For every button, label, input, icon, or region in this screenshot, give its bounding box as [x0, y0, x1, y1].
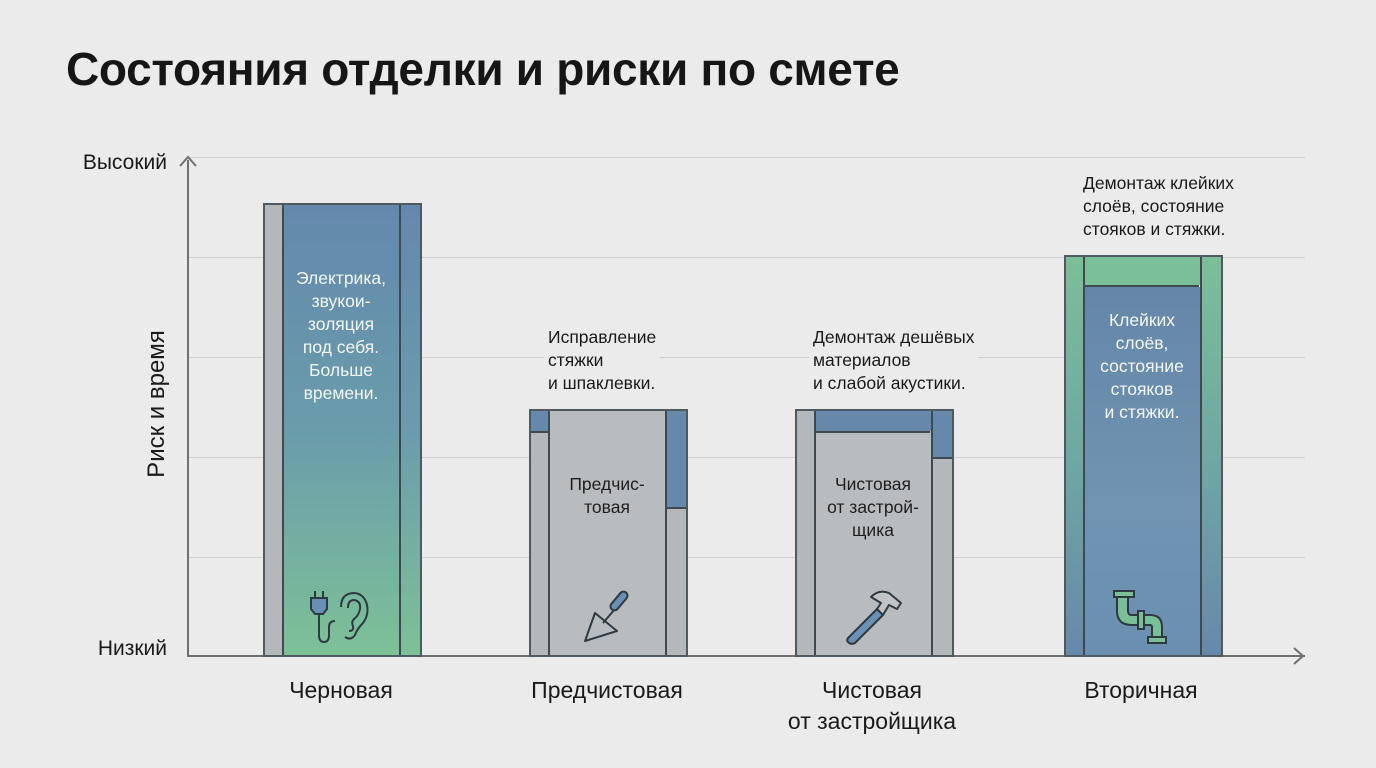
- gridline: [188, 457, 1305, 458]
- hammer-icon: [846, 590, 902, 645]
- bar-chistovaya: Чистовая от застрой- щика: [795, 409, 954, 657]
- bar-chernovaya: Электрика, звукои- золяция под себя. Бол…: [263, 203, 422, 657]
- page-title: Состояния отделки и риски по смете: [66, 43, 900, 95]
- annotation-vtorichnaya: Демонтаж клейких слоёв, состояние стояко…: [1079, 172, 1238, 241]
- category-label-vtorichnaya: Вторичная: [1084, 677, 1198, 703]
- y-axis-label: Риск и время: [143, 330, 170, 478]
- bar-inner-text: Клейких слоёв, состояние стояков и стяжк…: [1100, 310, 1184, 422]
- gridline: [188, 257, 1305, 258]
- x-axis: [187, 655, 1305, 657]
- category-label-chernovaya: Черновая: [289, 677, 393, 703]
- pipe-icon: [1113, 590, 1167, 644]
- category-label-chistovaya: Чистовая от застройщика: [787, 677, 957, 734]
- y-tick-high: Высокий: [82, 151, 167, 174]
- category-label-predchistovaya: Предчистовая: [531, 677, 683, 703]
- bar-inner-text: Чистовая от застрой- щика: [827, 474, 919, 540]
- y-axis-arrow-icon: [179, 155, 197, 167]
- annotation-chistovaya: Демонтаж дешёвых материалов и слабой аку…: [809, 326, 979, 395]
- gridline: [188, 557, 1305, 558]
- bar-inner-text: Предчис- товая: [569, 474, 645, 517]
- bar-predchistovaya: Предчис- товая: [529, 409, 688, 657]
- y-axis: [187, 160, 189, 657]
- plug-and-ear-icon: [310, 591, 369, 644]
- gridline: [188, 157, 1305, 158]
- y-tick-low: Низкий: [97, 637, 167, 660]
- gridline: [188, 357, 1305, 358]
- trowel-icon: [584, 590, 629, 642]
- x-axis-arrow-icon: [1293, 647, 1305, 665]
- annotation-predchistovaya: Исправление стяжки и шпаклевки.: [544, 326, 661, 395]
- bar-vtorichnaya: Клейких слоёв, состояние стояков и стяжк…: [1064, 255, 1223, 657]
- bar-inner-text: Электрика, звукои- золяция под себя. Бол…: [296, 268, 386, 403]
